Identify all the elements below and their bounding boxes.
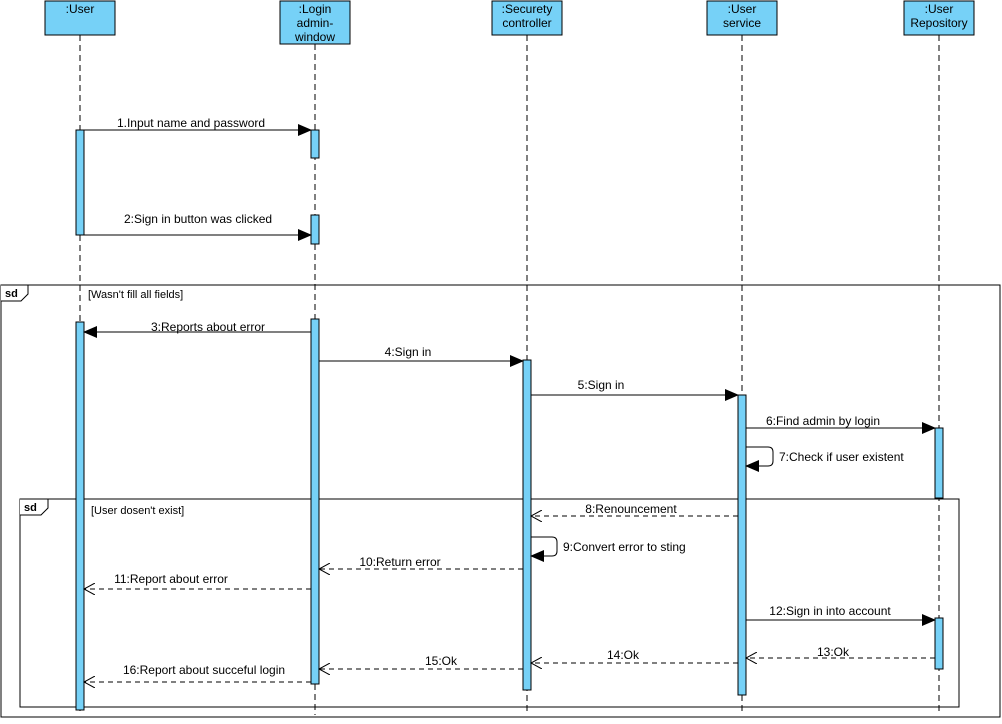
fragment-outer-tag-box xyxy=(1,284,29,302)
activation-login-2 xyxy=(310,214,320,245)
message-8-label: 8:Renouncement xyxy=(585,502,677,516)
lifeline-security-label-1: :Securety xyxy=(502,2,553,16)
lifeline-login-label-1: :Login xyxy=(299,2,332,16)
lifeline-repo-label-2: Repository xyxy=(910,16,967,30)
message-9: 9:Convert error to sting xyxy=(530,536,686,562)
message-13-label: 13:Ok xyxy=(817,645,850,659)
message-4-label: 4:Sign in xyxy=(385,345,432,359)
lifeline-repo-header: :User Repository xyxy=(903,0,975,36)
lifeline-service-label-1: :User xyxy=(728,2,757,16)
message-9-label: 9:Convert error to sting xyxy=(563,540,686,554)
message-15-label: 15:Ok xyxy=(425,654,458,668)
message-2-label: 2:Sign in button was clicked xyxy=(124,212,272,226)
message-5: 5:Sign in xyxy=(531,378,739,401)
fragment-inner-frame xyxy=(19,498,960,708)
activation-user-1 xyxy=(75,129,85,236)
message-14-label: 14:Ok xyxy=(607,648,640,662)
fragment-outer-tag: sd xyxy=(5,288,18,300)
fragment-inner-tag: sd xyxy=(24,502,37,514)
message-1: 1.Input name and password xyxy=(84,116,312,136)
message-10: 10:Return error xyxy=(319,555,523,569)
lifeline-service-header: :User service xyxy=(706,0,778,36)
message-2: 2:Sign in button was clicked xyxy=(84,212,312,241)
activation-repo-2 xyxy=(934,617,944,670)
lifeline-security-header: :Securety controller xyxy=(491,0,563,36)
lifeline-login-label-2: admin- xyxy=(297,16,334,30)
message-13: 13:Ok xyxy=(746,645,935,659)
activation-service-1 xyxy=(737,394,747,696)
lifeline-service-box xyxy=(706,0,778,36)
message-7-label: 7:Check if user existent xyxy=(779,450,904,464)
message-9-arrow xyxy=(530,536,558,562)
message-5-label: 5:Sign in xyxy=(578,378,625,392)
message-14: 14:Ok xyxy=(531,648,738,663)
lifeline-user-header: :User xyxy=(44,0,116,36)
activation-repo-1 xyxy=(934,427,944,499)
activation-user-2 xyxy=(75,321,85,711)
message-1-label: 1.Input name and password xyxy=(117,116,265,130)
message-12: 12:Sign in into account xyxy=(746,604,936,626)
fragment-outer-frame xyxy=(0,284,1001,718)
fragment-inner-guard: [User dosen't exist] xyxy=(91,505,184,517)
message-8: 8:Renouncement xyxy=(531,502,738,516)
fragment-inner: sd [User dosen't exist] xyxy=(19,498,960,708)
lifeline-login-header: :Login admin- window xyxy=(279,0,351,45)
message-10-label: 10:Return error xyxy=(359,555,440,569)
lifeline-service-label-2: service xyxy=(723,16,761,30)
message-7: 7:Check if user existent xyxy=(745,446,904,472)
activation-security-1 xyxy=(522,359,532,691)
message-3: 3:Reports about error xyxy=(83,320,311,338)
lifeline-user-box xyxy=(44,0,116,36)
message-6: 6:Find admin by login xyxy=(746,414,936,434)
fragment-outer: sd [Wasn't fill all fields] xyxy=(0,284,1001,718)
message-4: 4:Sign in xyxy=(319,345,524,367)
lifeline-repo-box xyxy=(903,0,975,36)
message-11-label: 11:Report about error xyxy=(114,572,228,586)
lifeline-login-box xyxy=(279,0,351,45)
message-11: 11:Report about error xyxy=(84,572,311,589)
lifeline-user-label: :User xyxy=(66,2,95,16)
fragment-inner-tag-box xyxy=(20,498,49,516)
fragment-outer-guard: [Wasn't fill all fields] xyxy=(88,289,183,301)
message-6-label: 6:Find admin by login xyxy=(766,414,880,428)
message-16-label: 16:Report about succeful login xyxy=(123,663,285,677)
message-3-label: 3:Reports about error xyxy=(151,320,265,334)
message-7-arrow xyxy=(745,446,774,472)
activation-login-1 xyxy=(310,129,320,159)
activation-login-3 xyxy=(310,318,320,685)
message-15: 15:Ok xyxy=(319,654,523,669)
lifeline-security-label-2: controller xyxy=(502,16,551,30)
message-16: 16:Report about succeful login xyxy=(84,663,311,682)
lifeline-repo-label-1: :User xyxy=(925,2,954,16)
lifeline-security-box xyxy=(491,0,563,36)
lifeline-login-label-3: window xyxy=(294,30,335,44)
message-12-label: 12:Sign in into account xyxy=(769,604,891,618)
